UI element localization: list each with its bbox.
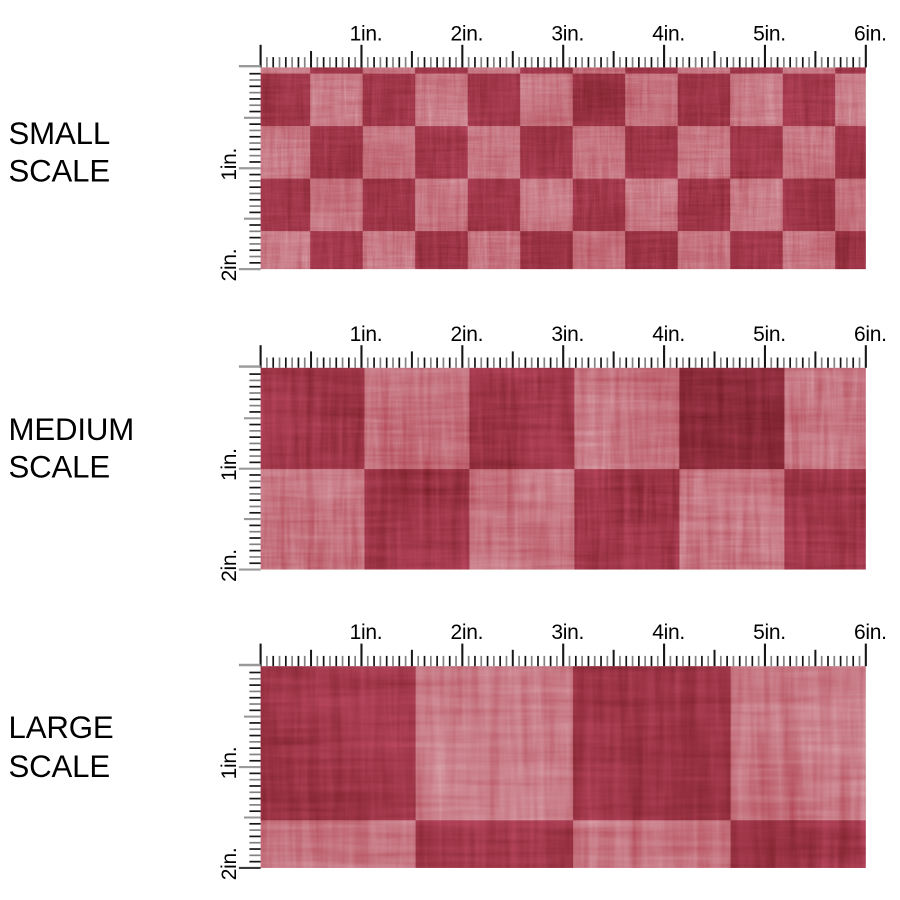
svg-text:3in.: 3in. — [551, 22, 584, 45]
svg-text:4in.: 4in. — [652, 323, 685, 346]
svg-text:6in.: 6in. — [854, 621, 887, 644]
svg-text:3in.: 3in. — [551, 621, 584, 644]
svg-text:1in.: 1in. — [218, 448, 241, 481]
svg-text:5in.: 5in. — [753, 22, 786, 45]
svg-text:SCALE: SCALE — [9, 450, 111, 485]
svg-text:2in.: 2in. — [450, 323, 483, 346]
svg-text:2in.: 2in. — [218, 249, 241, 282]
svg-text:LARGE: LARGE — [9, 710, 114, 745]
svg-text:1in.: 1in. — [350, 621, 383, 644]
svg-text:SCALE: SCALE — [9, 749, 111, 784]
svg-text:2in.: 2in. — [218, 549, 241, 582]
svg-text:2in.: 2in. — [450, 22, 483, 45]
svg-text:2in.: 2in. — [450, 621, 483, 644]
svg-text:5in.: 5in. — [753, 323, 786, 346]
svg-text:6in.: 6in. — [854, 22, 887, 45]
svg-text:3in.: 3in. — [551, 323, 584, 346]
svg-text:MEDIUM: MEDIUM — [9, 412, 135, 447]
svg-text:SCALE: SCALE — [9, 154, 111, 189]
svg-text:1in.: 1in. — [218, 747, 241, 780]
svg-text:SMALL: SMALL — [9, 116, 111, 151]
svg-text:4in.: 4in. — [652, 621, 685, 644]
svg-text:1in.: 1in. — [350, 22, 383, 45]
svg-text:4in.: 4in. — [652, 22, 685, 45]
svg-text:1in.: 1in. — [218, 148, 241, 181]
svg-text:5in.: 5in. — [753, 621, 786, 644]
svg-text:6in.: 6in. — [854, 323, 887, 346]
svg-text:1in.: 1in. — [350, 323, 383, 346]
svg-text:2in.: 2in. — [218, 848, 241, 881]
